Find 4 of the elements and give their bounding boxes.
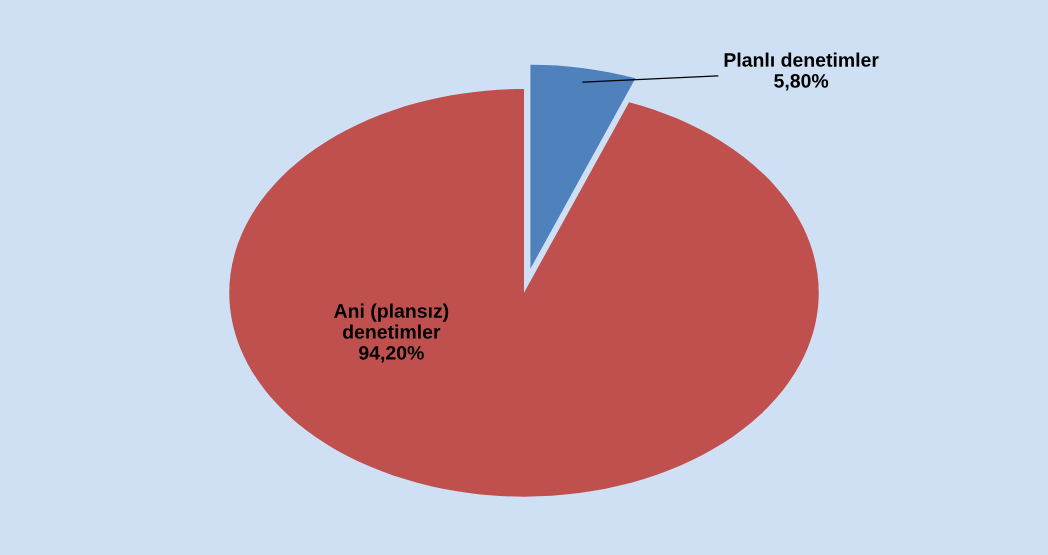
data-label: 94,20% <box>359 345 424 363</box>
slice-label: Ani (plansız) denetimler <box>334 303 449 339</box>
data-label: 5,80% <box>774 73 829 91</box>
slice-label: Planlı denetimler <box>724 52 879 67</box>
